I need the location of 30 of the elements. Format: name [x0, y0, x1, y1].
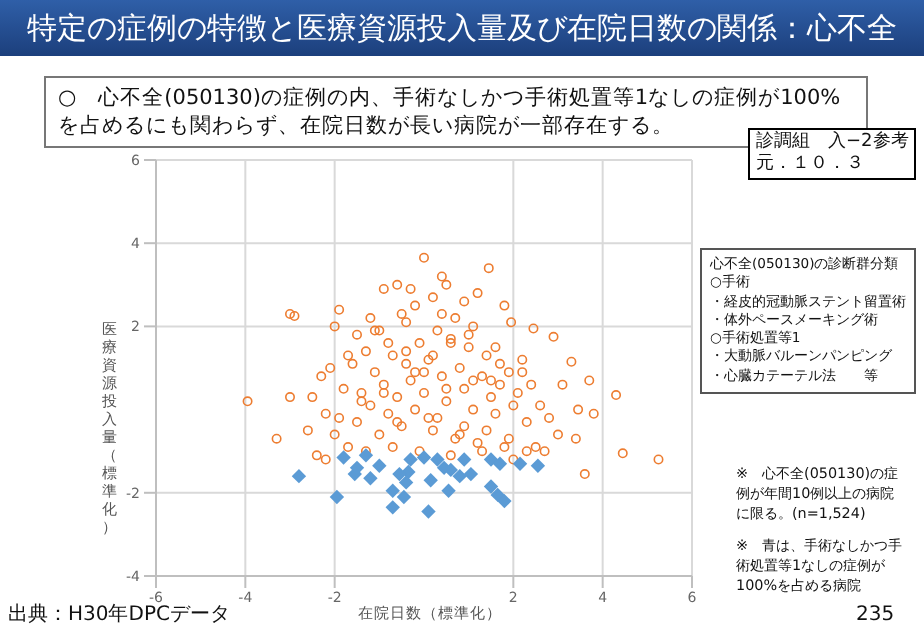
text: 元．１０．３ [756, 154, 866, 176]
chart-title: 特定の症例の特徴と医療資源投入量及び在院日数の関係：心不全 [0, 0, 924, 56]
point [336, 450, 351, 465]
point [492, 456, 508, 471]
point [392, 466, 407, 482]
point [463, 466, 479, 482]
point [512, 456, 528, 471]
point [385, 500, 400, 515]
point [416, 450, 432, 465]
source-note: 出典：H30年DPCデータ [8, 604, 230, 628]
point [430, 452, 445, 467]
point [396, 489, 412, 505]
point [385, 483, 400, 498]
point [483, 479, 499, 494]
text: 235 [856, 604, 895, 628]
point [530, 458, 546, 473]
point [457, 452, 472, 467]
point [403, 452, 418, 467]
point [291, 468, 307, 484]
point [358, 448, 374, 463]
point [398, 475, 414, 490]
point [452, 468, 467, 484]
point [441, 483, 456, 498]
point [329, 489, 345, 505]
point [423, 473, 438, 488]
point [497, 493, 512, 509]
point [421, 504, 436, 519]
point [372, 458, 387, 473]
point [363, 471, 378, 486]
point [490, 487, 505, 503]
